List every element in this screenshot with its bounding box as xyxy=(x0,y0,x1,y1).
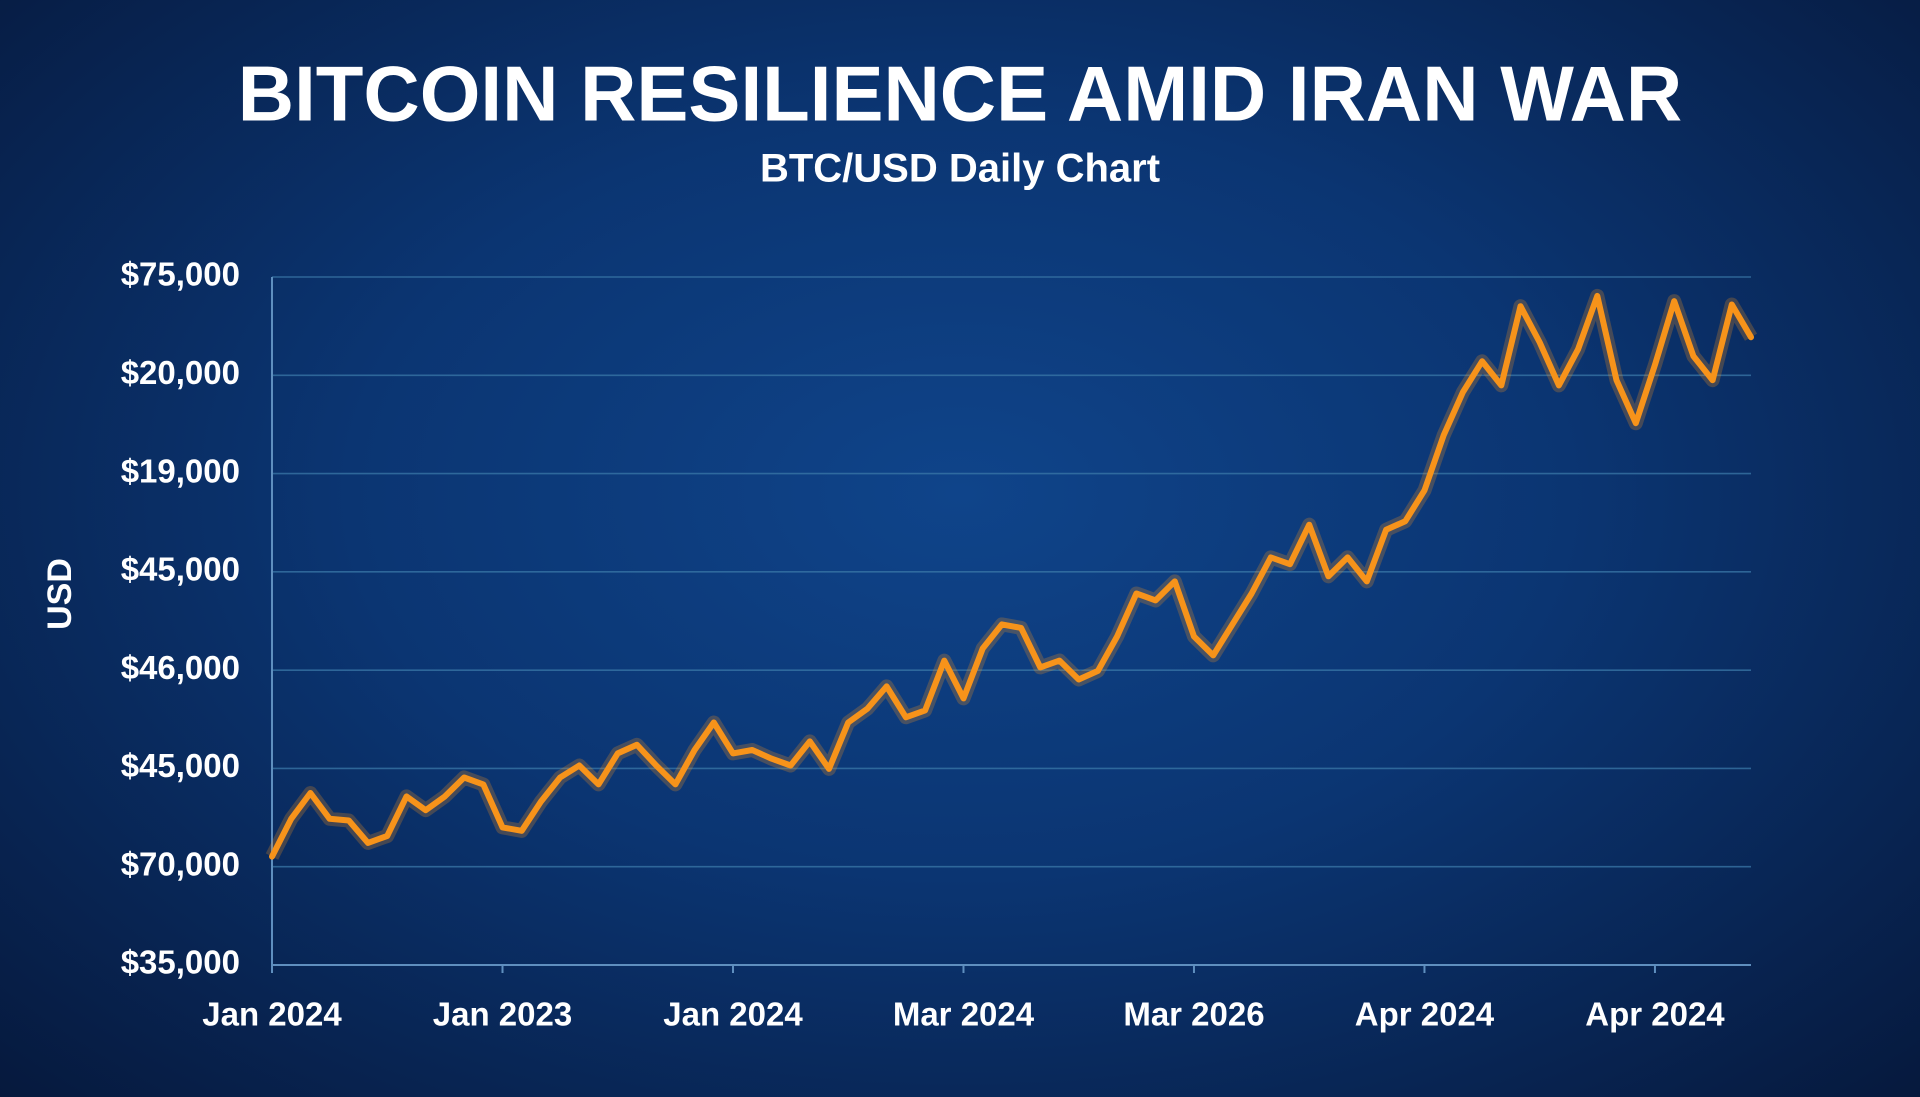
y-tick-label: $70,000 xyxy=(121,845,240,882)
price-line xyxy=(269,292,1754,860)
y-tick-label: $46,000 xyxy=(121,649,240,686)
chart-subtitle: BTC/USD Daily Chart xyxy=(760,147,1160,191)
x-tick-label: Mar 2026 xyxy=(1123,996,1264,1033)
y-tick-label: $19,000 xyxy=(121,452,240,489)
y-tick-label: $20,000 xyxy=(121,354,240,391)
y-tick-label: $35,000 xyxy=(121,944,240,981)
x-tick-label: Apr 2024 xyxy=(1355,996,1495,1033)
chart-title: BITCOIN RESILIENCE AMID IRAN WAR xyxy=(238,50,1682,138)
y-tick-label: $75,000 xyxy=(121,256,240,293)
x-tick-label: Jan 2023 xyxy=(433,996,572,1033)
line-glow xyxy=(265,288,1758,860)
x-tick-label: Jan 2024 xyxy=(663,996,803,1033)
x-tick-label: Apr 2024 xyxy=(1585,996,1725,1033)
y-tick-label: $45,000 xyxy=(121,747,240,784)
x-tick-label: Jan 2024 xyxy=(202,996,342,1033)
y-axis-label: USD xyxy=(41,558,79,630)
y-tick-label: $45,000 xyxy=(121,551,240,588)
x-tick-label: Mar 2024 xyxy=(893,996,1035,1033)
